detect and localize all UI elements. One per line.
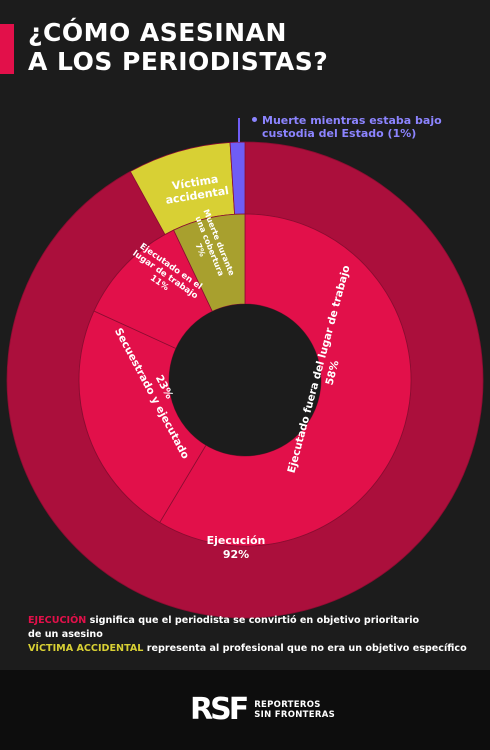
footnote-accidental-text: representa al profesional que no era un … (143, 643, 467, 654)
page-title: ¿CÓMO ASESINAN A LOS PERIODISTAS? (28, 18, 468, 76)
donut-hole (169, 304, 321, 456)
rsf-logo: RSF REPORTEROS SIN FRONTERAS (190, 694, 335, 726)
inner-slice-ejecutado-fuera-del-lugar-de-trabajo (159, 213, 412, 547)
custody-label: Muerte mientras estaba bajo custodia del… (262, 114, 472, 140)
rsf-logo-text: REPORTEROS SIN FRONTERAS (254, 700, 335, 720)
footnote-execution: EJECUCIÓN significa que el periodista se… (28, 614, 478, 628)
footnote-execution-text: significa que el periodista se convirtió… (86, 615, 420, 626)
footnote-execution-cont: de un asesino (28, 629, 103, 640)
title-accent-bar (0, 24, 14, 74)
footnote-execution-keyword: EJECUCIÓN (28, 615, 87, 626)
inner-ring (78, 213, 412, 547)
title-line-2: A LOS PERIODISTAS? (28, 47, 329, 76)
slice-label-execution: Ejecución (207, 534, 266, 547)
custody-label-line2: custodia del Estado (1%) (262, 127, 417, 140)
rsf-logo-line2: SIN FRONTERAS (254, 710, 336, 720)
title-line-1: ¿CÓMO ASESINAN (28, 18, 287, 47)
rsf-logo-mark: RSF (190, 692, 249, 727)
custody-bullet-icon (252, 117, 257, 122)
rsf-logo-line1: REPORTEROS (254, 700, 321, 710)
footnote: EJECUCIÓN significa que el periodista se… (28, 614, 478, 656)
footnote-accidental: VÍCTIMA ACCIDENTAL representa al profesi… (28, 642, 478, 656)
slice-value-execution: 92% (223, 548, 249, 561)
custody-leader-line (238, 118, 240, 142)
footnote-accidental-keyword: VÍCTIMA ACCIDENTAL (28, 643, 144, 654)
custody-label-line1: Muerte mientras estaba bajo (262, 114, 442, 127)
footer-bar (0, 670, 490, 750)
